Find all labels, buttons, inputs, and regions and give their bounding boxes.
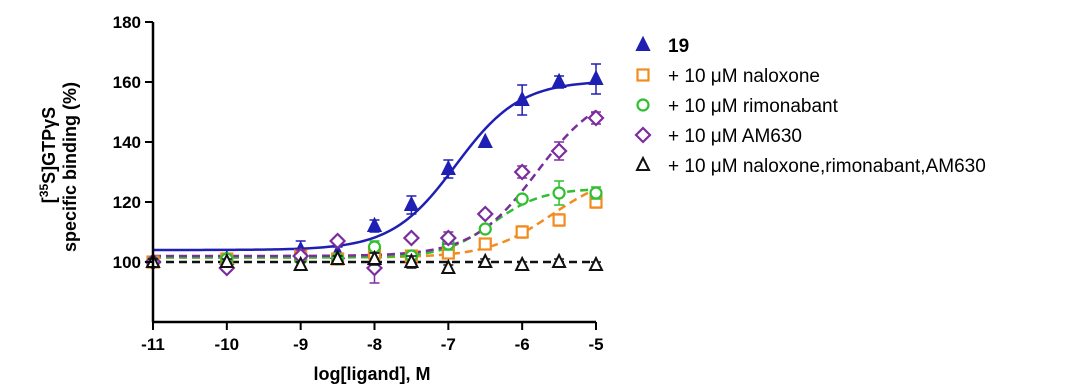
y-axis-title-line1: [35S]GTPγS (37, 107, 59, 203)
y-axis-title-superscript: 35 (37, 184, 51, 198)
data-point-series-5 (219, 252, 235, 268)
x-tick-label: -9 (293, 335, 308, 354)
data-point-series-1 (477, 132, 493, 148)
legend-label-series-5: + 10 μM naloxone,rimonabant,AM630 (668, 156, 986, 177)
y-axis-title-line2: specific binding (%) (60, 82, 80, 252)
x-tick-label: -6 (515, 335, 530, 354)
legend-label-series-1: 19 (668, 36, 689, 57)
y-tick-label: 180 (113, 13, 141, 32)
plot-area (144, 63, 605, 284)
y-axis-title-open: [ (39, 197, 59, 203)
legend-marker-series-1 (635, 35, 651, 51)
legend-marker-series-5 (635, 155, 651, 171)
data-point-series-5 (440, 258, 456, 274)
data-point-series-3 (515, 192, 529, 206)
data-point-series-5 (366, 249, 383, 265)
data-point-series-5 (403, 252, 420, 268)
data-point-series-4 (402, 229, 420, 247)
legend-marker-series-4 (634, 126, 652, 144)
data-point-series-4 (329, 232, 347, 250)
y-tick-label: 140 (113, 133, 141, 152)
data-point-series-4 (550, 142, 568, 160)
x-tick-label: -5 (588, 335, 603, 354)
legend-label-series-3: + 10 μM rimonabant (668, 96, 839, 117)
y-tick-label: 160 (113, 73, 141, 92)
x-tick-label: -10 (215, 335, 240, 354)
y-tick-label: 100 (113, 253, 141, 272)
data-point-series-3 (478, 222, 492, 236)
x-tick-label: -8 (367, 335, 382, 354)
x-tick-label: -7 (441, 335, 456, 354)
fit-curve-series-4 (153, 109, 597, 258)
data-point-series-1 (403, 195, 420, 211)
legend-label-series-4: + 10 μM AM630 (668, 126, 802, 147)
data-point-series-1 (514, 90, 530, 106)
data-point-series-5 (551, 252, 567, 268)
legend: 19 + 10 μM naloxone + 10 μM rimonabant + 10… (634, 35, 986, 177)
data-point-series-4 (587, 109, 605, 127)
data-point-series-5 (588, 255, 604, 271)
data-point-series-1 (588, 69, 604, 85)
data-point-series-5 (329, 249, 346, 265)
data-point-series-1 (551, 72, 567, 88)
data-point-series-4 (476, 205, 494, 223)
axes: 100 120 140 160 180 -11 -10 -9 -8 -7 -6 -5 (113, 13, 604, 354)
legend-marker-series-3 (636, 98, 650, 112)
data-point-series-3 (589, 186, 603, 200)
data-point-series-2 (552, 213, 566, 227)
legend-label-series-2: + 10 μM naloxone (668, 66, 820, 87)
y-axis-title-rest: S]GTPγS (39, 107, 59, 184)
data-point-series-2 (515, 225, 529, 239)
data-point-series-5 (514, 255, 530, 271)
legend-marker-series-2 (636, 68, 650, 82)
data-point-series-4 (439, 229, 457, 247)
data-point-series-5 (477, 252, 493, 268)
y-tick-label: 120 (113, 193, 141, 212)
data-point-series-2 (478, 237, 492, 251)
data-point-series-1 (366, 216, 383, 232)
x-axis-title: log[ligand], M (314, 364, 431, 384)
x-tick-label: -11 (141, 335, 165, 354)
data-point-series-3 (552, 186, 566, 200)
data-point-series-4 (513, 163, 531, 181)
data-point-series-1 (440, 159, 456, 175)
data-point-series-5 (293, 255, 309, 271)
